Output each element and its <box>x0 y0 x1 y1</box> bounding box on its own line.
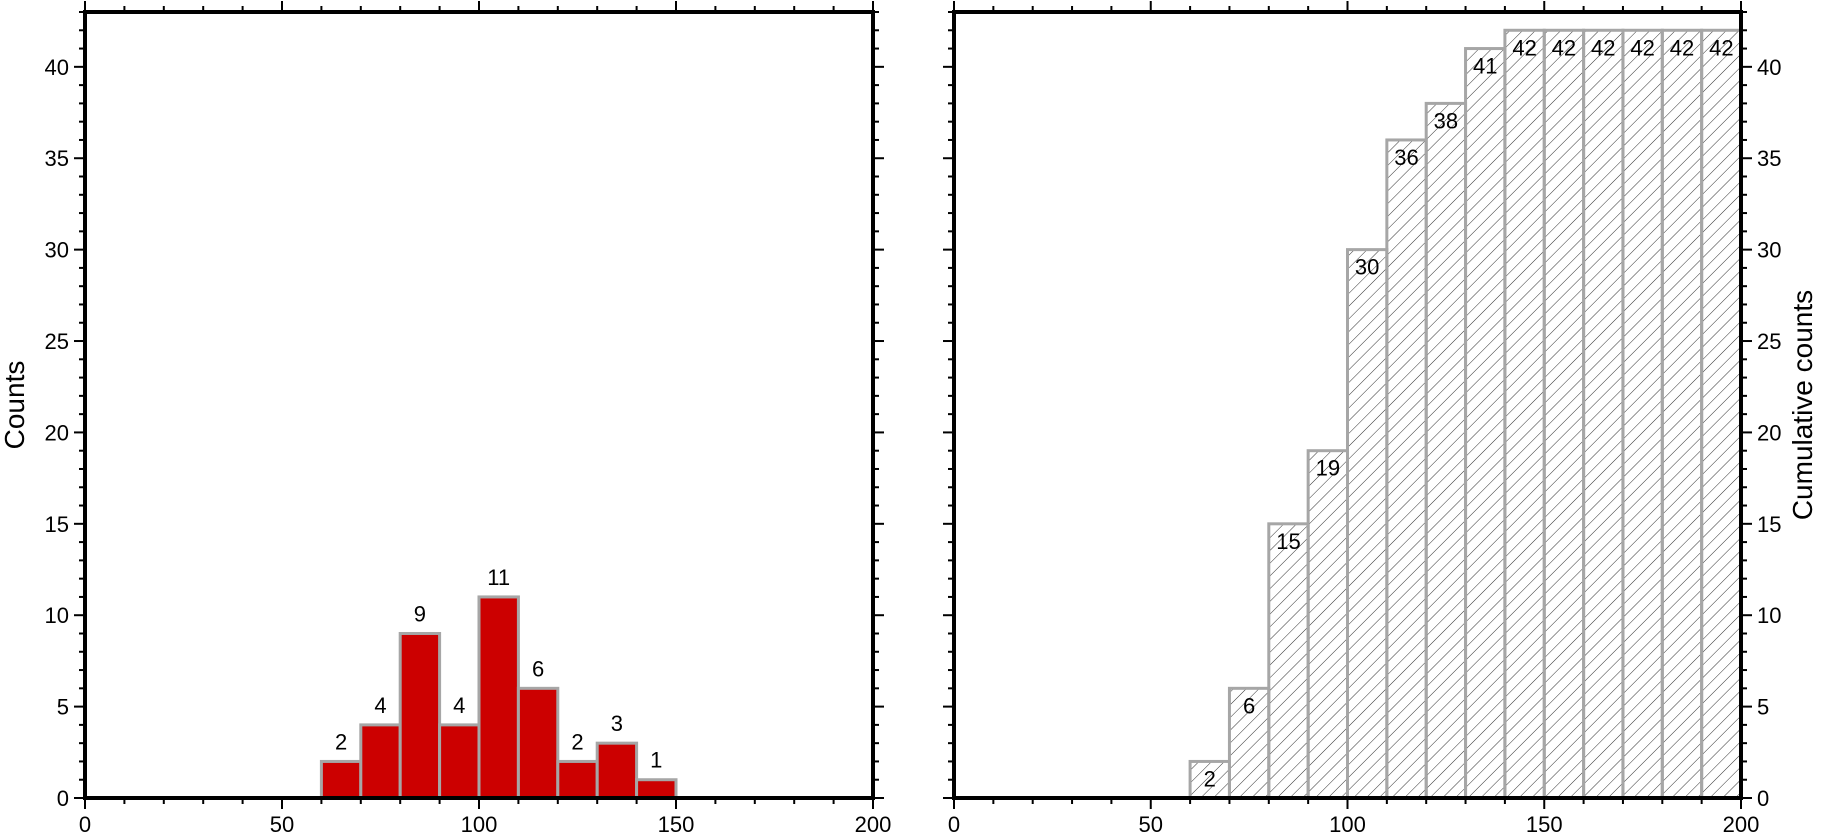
bar-value-label: 42 <box>1630 35 1654 60</box>
histogram-bar <box>1385 138 1428 800</box>
x-tick-label: 100 <box>461 812 498 835</box>
y-tick-label: 15 <box>45 512 69 537</box>
bar-value-label: 15 <box>1276 529 1300 554</box>
right-y-axis-label: Cumulative counts <box>1787 290 1818 520</box>
bar-value-label: 42 <box>1512 35 1536 60</box>
y-tick-label: 30 <box>1757 238 1781 263</box>
bar-value-label: 11 <box>487 565 510 590</box>
bar-value-label: 30 <box>1355 255 1379 280</box>
histogram-bar <box>556 759 599 800</box>
plot-frame <box>83 10 875 800</box>
y-tick-label: 35 <box>45 146 69 171</box>
bar-value-label: 6 <box>532 656 544 681</box>
y-tick-label: 25 <box>45 329 69 354</box>
y-tick-label: 20 <box>45 420 69 445</box>
bar-value-label: 41 <box>1473 54 1497 79</box>
y-tick-label: 25 <box>1757 329 1781 354</box>
bar-value-label: 42 <box>1709 35 1733 60</box>
histogram-bar <box>1700 28 1743 800</box>
histogram-bar <box>1582 28 1625 800</box>
x-tick-label: 150 <box>1526 812 1563 835</box>
bar-value-label: 36 <box>1394 145 1418 170</box>
histogram-bar <box>398 631 442 800</box>
histogram-bar <box>1424 101 1468 800</box>
x-tick-label: 100 <box>1329 812 1366 835</box>
y-tick-label: 35 <box>1757 146 1781 171</box>
bar-value-label: 38 <box>1434 108 1458 133</box>
bar-value-label: 1 <box>650 748 662 773</box>
bar-value-label: 42 <box>1552 35 1576 60</box>
left-y-axis-label: Counts <box>0 361 30 450</box>
histogram-bar <box>1346 248 1389 800</box>
histogram-bar <box>438 723 481 800</box>
histogram-bar <box>1306 449 1350 800</box>
bar-value-label: 6 <box>1243 693 1255 718</box>
bar-value-label: 42 <box>1591 35 1615 60</box>
y-tick-label: 5 <box>1757 695 1769 720</box>
bar-value-label: 4 <box>453 693 465 718</box>
histogram-bar <box>1503 28 1546 800</box>
histogram-bar <box>1542 28 1586 800</box>
x-tick-label: 0 <box>79 812 91 835</box>
y-tick-label: 40 <box>45 55 69 80</box>
y-tick-label: 0 <box>1757 786 1769 811</box>
histogram-bar <box>516 686 560 800</box>
y-tick-label: 10 <box>1757 603 1781 628</box>
y-tick-label: 15 <box>1757 512 1781 537</box>
x-tick-label: 50 <box>1139 812 1163 835</box>
y-tick-label: 5 <box>57 695 69 720</box>
histogram-bar <box>595 741 639 800</box>
plot-frame <box>952 10 1743 800</box>
histogram-bar <box>477 595 520 800</box>
histogram-bar <box>635 778 678 800</box>
histogram-bar <box>359 723 402 800</box>
bar-value-label: 19 <box>1316 456 1340 481</box>
bar-value-label: 9 <box>414 601 426 626</box>
y-tick-label: 10 <box>45 603 69 628</box>
histogram-bar <box>1660 28 1704 800</box>
histogram-bar <box>319 759 363 800</box>
x-tick-label: 50 <box>270 812 294 835</box>
bar-value-label: 42 <box>1670 35 1694 60</box>
x-tick-label: 200 <box>1723 812 1760 835</box>
histogram-bar <box>1621 28 1664 800</box>
x-tick-label: 200 <box>855 812 892 835</box>
bar-value-label: 3 <box>611 711 623 736</box>
y-tick-label: 0 <box>57 786 69 811</box>
bar-value-label: 2 <box>571 729 583 754</box>
bar-value-label: 2 <box>1204 766 1216 791</box>
histogram-bar <box>1464 47 1507 800</box>
bar-value-label: 2 <box>335 729 347 754</box>
histogram-bar <box>1267 522 1310 800</box>
x-tick-label: 0 <box>948 812 960 835</box>
y-tick-label: 30 <box>45 238 69 263</box>
y-tick-label: 20 <box>1757 420 1781 445</box>
bar-value-label: 4 <box>374 693 386 718</box>
y-tick-label: 40 <box>1757 55 1781 80</box>
x-tick-label: 150 <box>658 812 695 835</box>
